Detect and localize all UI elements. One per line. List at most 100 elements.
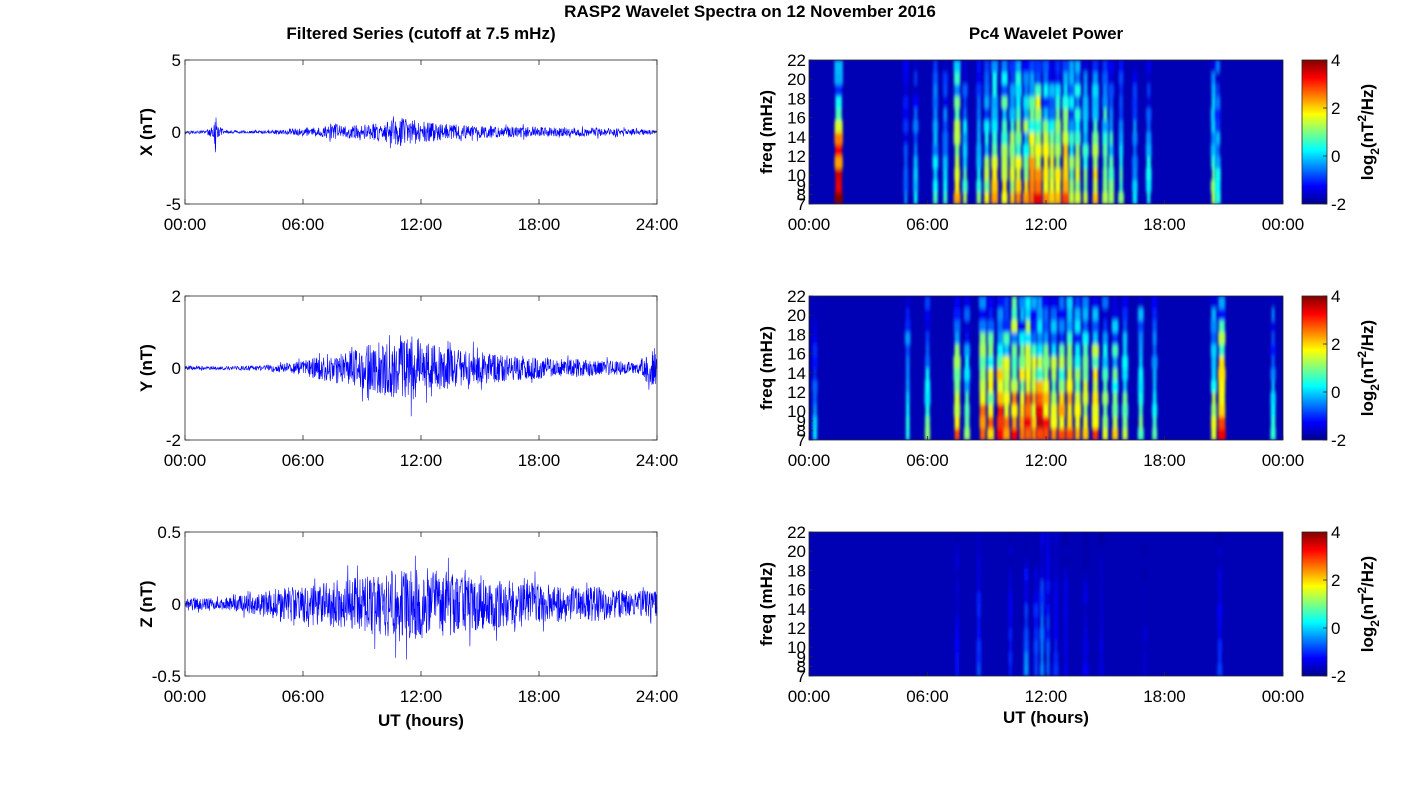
burst-cell [1024,428,1032,440]
x-tick-label: 18:00 [518,451,561,470]
burst-cell [924,380,931,393]
burst-cell [1083,84,1088,97]
power-burst [1101,60,1109,204]
burst-cell [925,404,930,417]
burst-cell [1040,532,1044,545]
burst-cell [963,96,967,109]
x-tick-label: 18:00 [518,687,561,706]
burst-cell [954,156,960,169]
burst-cell [987,428,995,440]
burst-cell [1001,156,1008,169]
burst-cell [996,368,1005,381]
burst-cell [1024,356,1032,369]
colorbar-tick-label: 0 [1331,619,1340,638]
power-burst [1121,296,1129,440]
burst-cell [1024,416,1032,429]
burst-cell [1103,404,1108,417]
burst-cell [1050,308,1058,321]
burst-cell [987,416,994,429]
burst-cell [987,392,995,405]
burst-cell [1058,392,1065,405]
burst-cell [1023,652,1029,665]
burst-cell [1152,392,1157,405]
burst-cell [1214,108,1221,121]
burst-cell [1024,604,1028,617]
burst-cell [1034,580,1038,593]
burst-cell [1068,60,1075,73]
burst-cell [932,96,939,109]
burst-cell [1210,144,1218,157]
x-tick-label: 12:00 [1025,687,1068,706]
burst-cell [1091,108,1099,121]
burst-cell [1210,60,1217,73]
burst-cell [1102,96,1109,109]
burst-cell [1029,60,1036,73]
burst-cell [1142,628,1147,641]
power-burst [1000,60,1009,204]
burst-cell [1035,380,1045,393]
burst-cell [983,84,990,97]
burst-cell [1010,320,1018,333]
burst-cell [1145,180,1152,193]
burst-cell [1098,556,1104,569]
burst-cell [997,332,1004,345]
burst-cell [943,84,948,97]
burst-cell [1046,556,1050,569]
burst-cell [1040,652,1044,665]
burst-cell [1074,356,1081,369]
burst-cell [1064,628,1068,641]
power-burst [1151,296,1158,440]
burst-cell [1099,580,1104,593]
y-tick-label: 16 [787,345,806,364]
burst-cell [1091,96,1099,109]
burst-cell [1092,156,1098,169]
burst-cell [997,344,1004,357]
y-tick-label: 7 [797,431,806,450]
burst-cell [1050,356,1058,369]
burst-cell [1218,344,1225,357]
burst-cell [913,156,918,169]
burst-cell [1091,356,1099,369]
burst-cell [984,168,990,181]
burst-cell [964,320,970,333]
burst-cell [1050,332,1057,345]
y-tick-label: 12 [787,619,806,638]
burst-cell [1146,156,1151,169]
power-burst [1210,296,1218,440]
burst-cell [1112,404,1119,417]
burst-cell [1108,192,1115,204]
burst-cell [943,96,947,109]
y-tick-label: 10 [787,166,806,185]
burst-cell [1063,556,1069,569]
burst-cell [987,368,994,381]
burst-cell [1051,380,1057,393]
burst-cell [1075,96,1080,109]
burst-cell [1003,344,1010,357]
y-tick-label: 9 [797,176,806,195]
burst-cell [1050,296,1058,309]
burst-cell [987,356,994,369]
burst-cell [834,72,843,85]
burst-cell [1049,144,1055,157]
burst-cell [955,568,960,581]
burst-cell [1211,416,1217,429]
burst-cell [983,180,990,193]
power-burst [1111,296,1119,440]
burst-cell [1065,428,1074,440]
burst-cell [913,180,919,193]
burst-cell [1111,380,1119,393]
burst-cell [904,84,908,97]
burst-cell [1069,144,1074,157]
burst-cell [976,640,982,653]
burst-cell [954,108,960,121]
burst-cell [1092,72,1099,85]
burst-cell [1218,544,1222,557]
burst-cell [1035,96,1041,109]
burst-cell [1048,84,1056,97]
burst-cell [932,120,939,133]
burst-cell [1102,428,1109,440]
burst-cell [1074,332,1081,345]
power-burst [1028,60,1037,204]
burst-cell [1028,132,1036,145]
x-tick-label: 18:00 [1143,451,1186,470]
